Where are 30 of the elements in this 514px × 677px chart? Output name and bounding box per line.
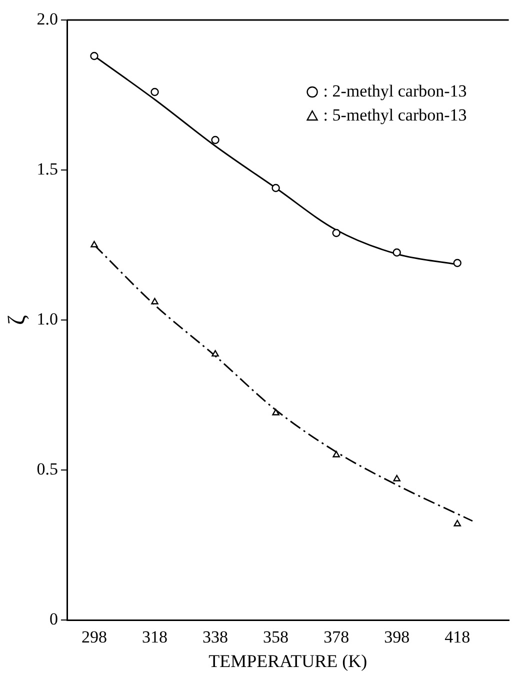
x-tick-label: 418 (444, 628, 470, 647)
y-axis-title: ζ (4, 314, 31, 325)
y-tick-label: 1.0 (36, 309, 58, 328)
point (272, 408, 280, 416)
legend-label: : 2-methyl carbon-13 (323, 81, 467, 100)
point (211, 136, 220, 144)
x-tick-label: 338 (202, 628, 228, 647)
y-tick-label: 1.5 (36, 159, 58, 178)
y-tick-label: 0.5 (36, 459, 58, 478)
point (332, 450, 340, 458)
x-tick-label: 398 (384, 628, 410, 647)
x-tick-label: 318 (142, 628, 168, 647)
point (90, 52, 98, 60)
x-tick-label: 378 (324, 628, 350, 647)
point (151, 298, 158, 304)
y-tick-label: 0 (50, 609, 58, 628)
point (393, 474, 400, 482)
point (332, 228, 340, 238)
y-tick-label: 2.0 (36, 9, 58, 28)
point (212, 350, 219, 357)
x-tick-label: 298 (81, 628, 107, 647)
point (150, 88, 159, 96)
point (453, 258, 462, 268)
x-tick-label: 358 (263, 628, 289, 647)
point (272, 184, 280, 192)
point (454, 520, 461, 526)
point (90, 240, 98, 248)
point (392, 248, 401, 257)
legend-label: : 5-methyl carbon-13 (323, 105, 467, 124)
x-axis-title: TEMPERATURE (K) (208, 650, 368, 671)
